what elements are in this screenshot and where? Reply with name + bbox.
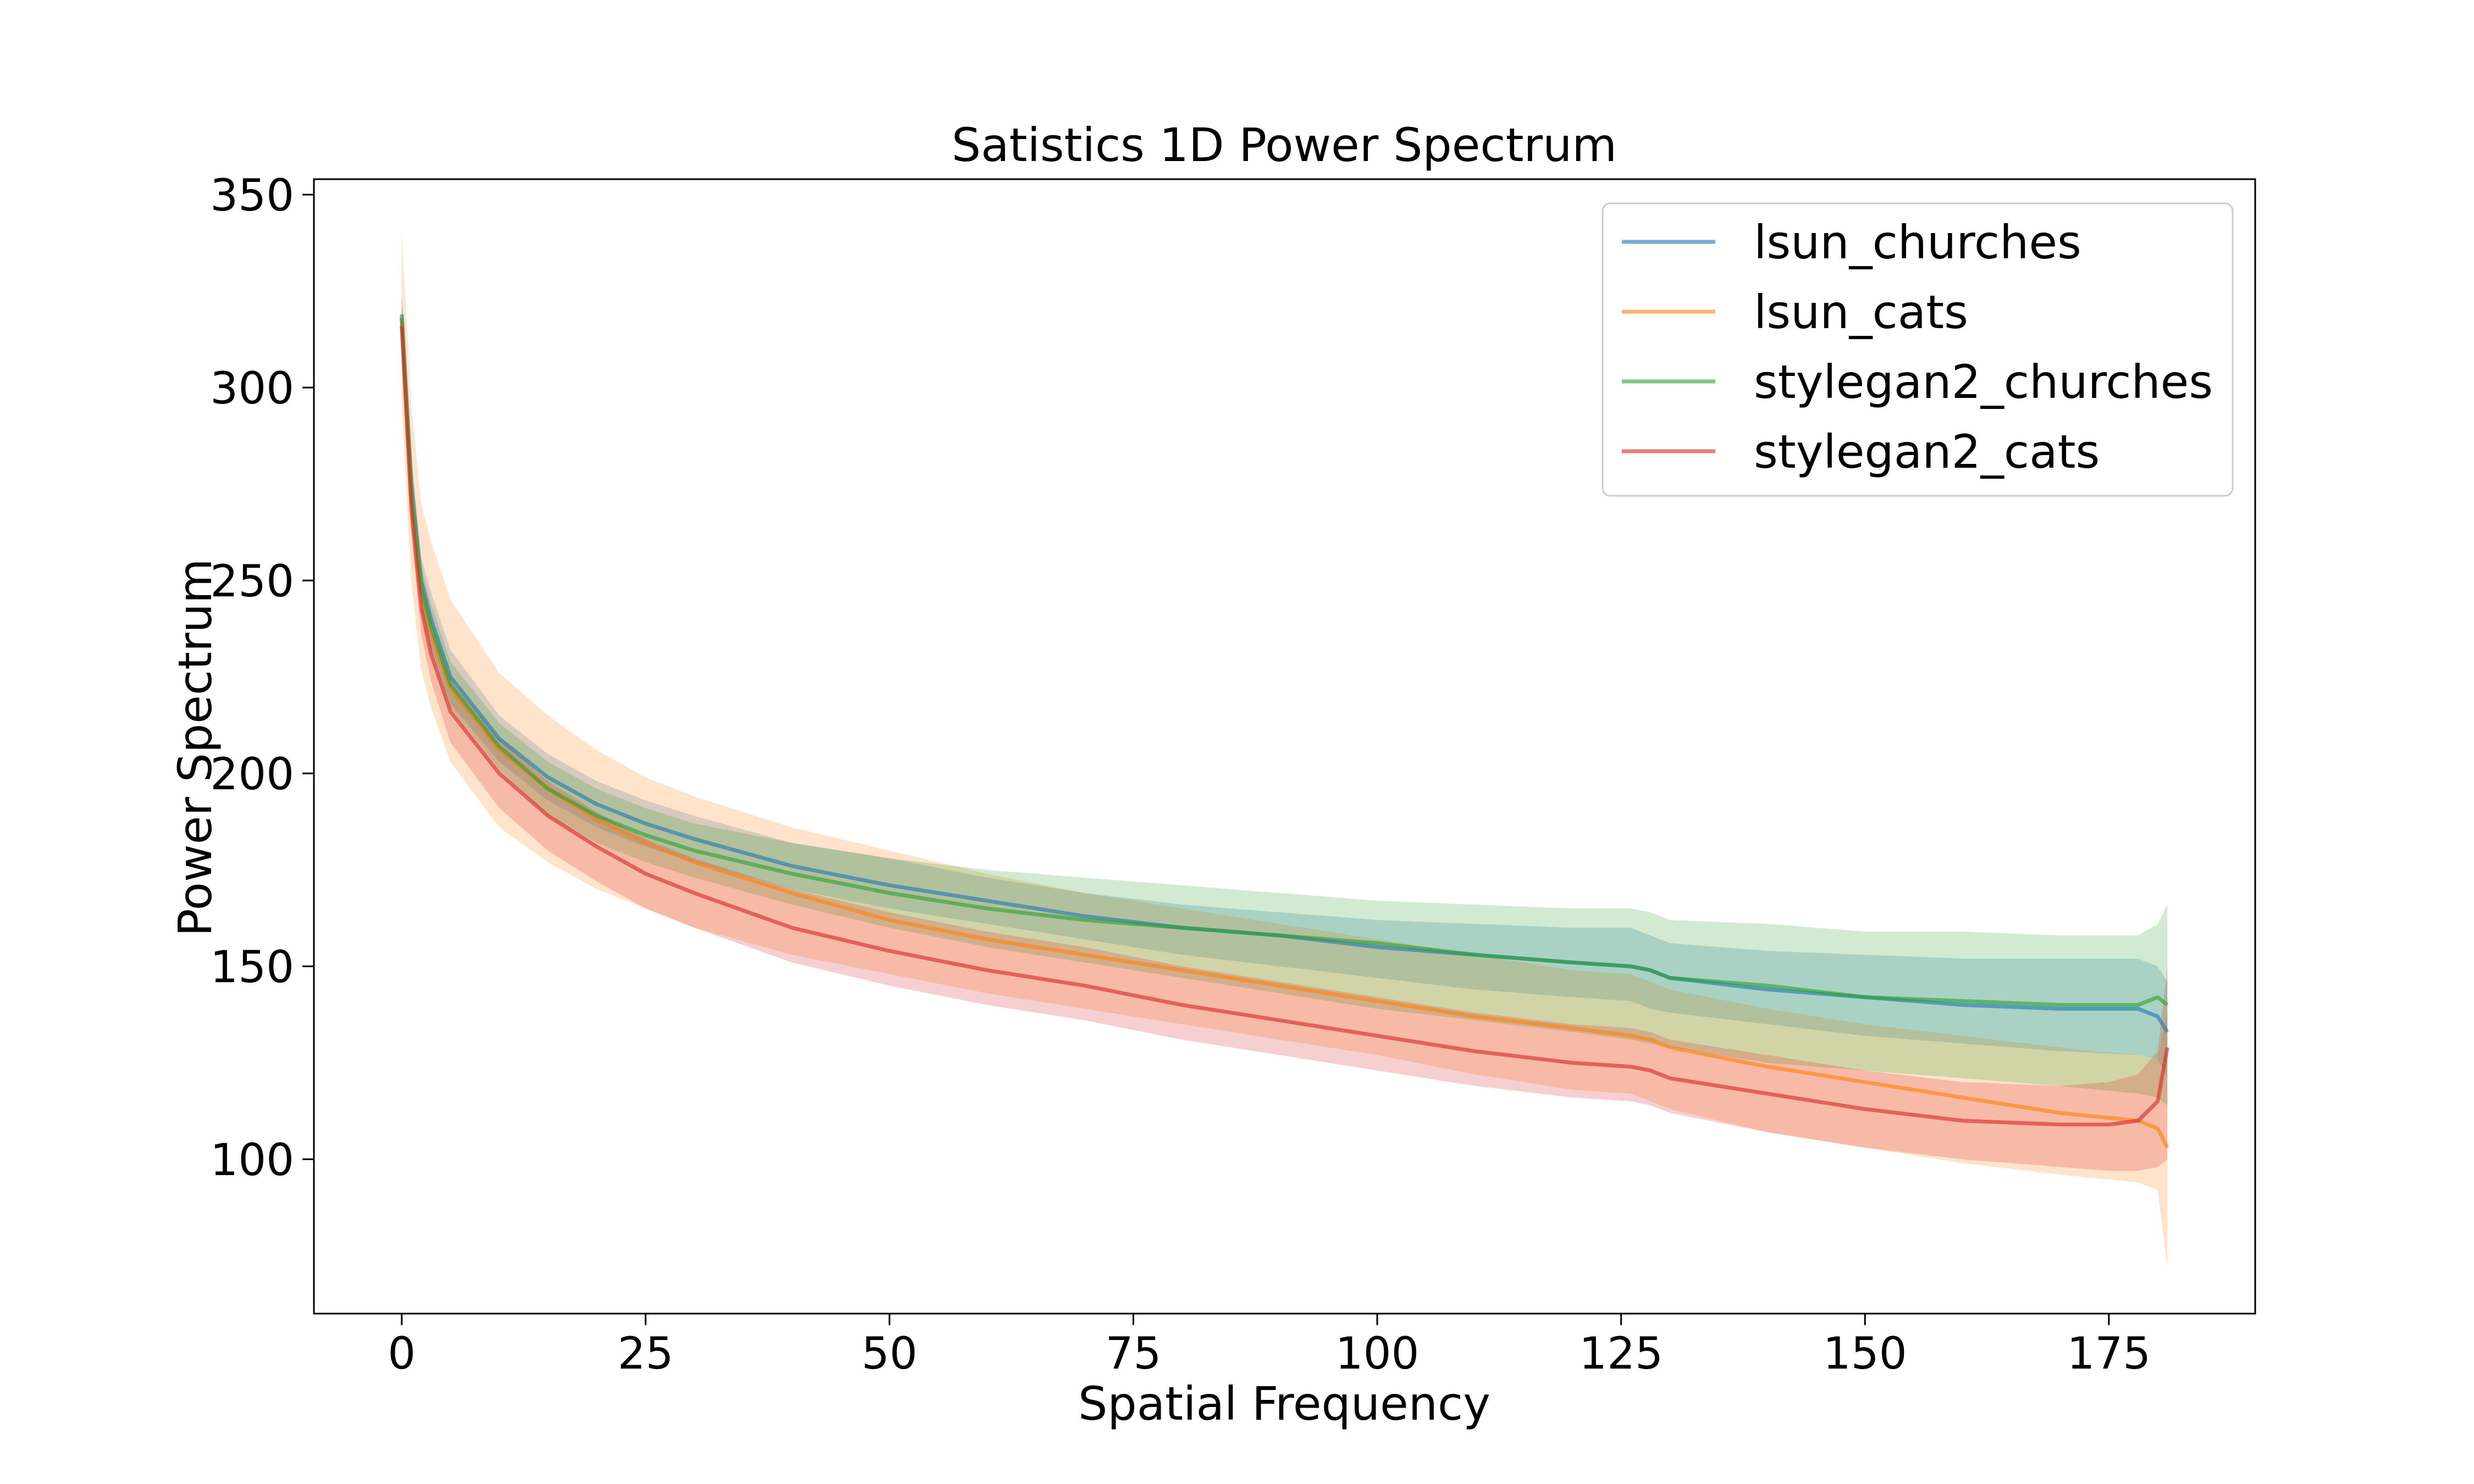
- y-tick-label: 350: [210, 170, 294, 221]
- line-lsun_cats: [400, 318, 2169, 1149]
- x-tick-label: 100: [1335, 1328, 1420, 1379]
- legend-label-lsun_cats: lsun_cats: [1754, 285, 1968, 339]
- x-tick-label: 0: [388, 1328, 416, 1379]
- y-tick-label: 200: [210, 749, 294, 800]
- band-stylegan2_cats: [401, 302, 2168, 1171]
- y-axis-label: Power Spectrum: [168, 558, 222, 937]
- line-stylegan2_cats: [400, 325, 2169, 1127]
- line-stylegan2_churches: [400, 318, 2169, 1007]
- band-lsun_cats: [401, 233, 2168, 1267]
- x-tick-label: 125: [1579, 1328, 1663, 1379]
- legend-frame: [1602, 202, 2234, 497]
- x-axis: 0 25 50 75 100 125 150 175: [388, 1314, 2151, 1379]
- x-tick-label: 25: [617, 1328, 673, 1379]
- plot-frame: [313, 178, 2256, 1315]
- x-tick-label: 150: [1823, 1328, 1907, 1379]
- legend-label-lsun_churches: lsun_churches: [1754, 215, 2081, 269]
- chart-title: Satistics 1D Power Spectrum: [952, 118, 1617, 172]
- y-tick-label: 300: [210, 363, 294, 414]
- plot-area: [400, 233, 2169, 1267]
- x-tick-label: 75: [1106, 1328, 1162, 1379]
- y-axis: 100 150 200 250 300 350: [210, 170, 314, 1186]
- y-tick-label: 150: [210, 942, 294, 993]
- band-stylegan2_churches: [401, 298, 2168, 1105]
- y-tick-label: 250: [210, 556, 294, 607]
- legend: lsun_churches lsun_cats stylegan2_churches…: [1602, 202, 2234, 497]
- legend-label-stylegan2_cats: stylegan2_cats: [1754, 425, 2100, 479]
- y-tick-label: 100: [210, 1134, 294, 1186]
- x-axis-label: Spatial Frequency: [1078, 1377, 1490, 1431]
- x-tick-label: 50: [862, 1328, 918, 1379]
- x-tick-label: 175: [2067, 1328, 2151, 1379]
- legend-label-stylegan2_churches: stylegan2_churches: [1754, 355, 2213, 409]
